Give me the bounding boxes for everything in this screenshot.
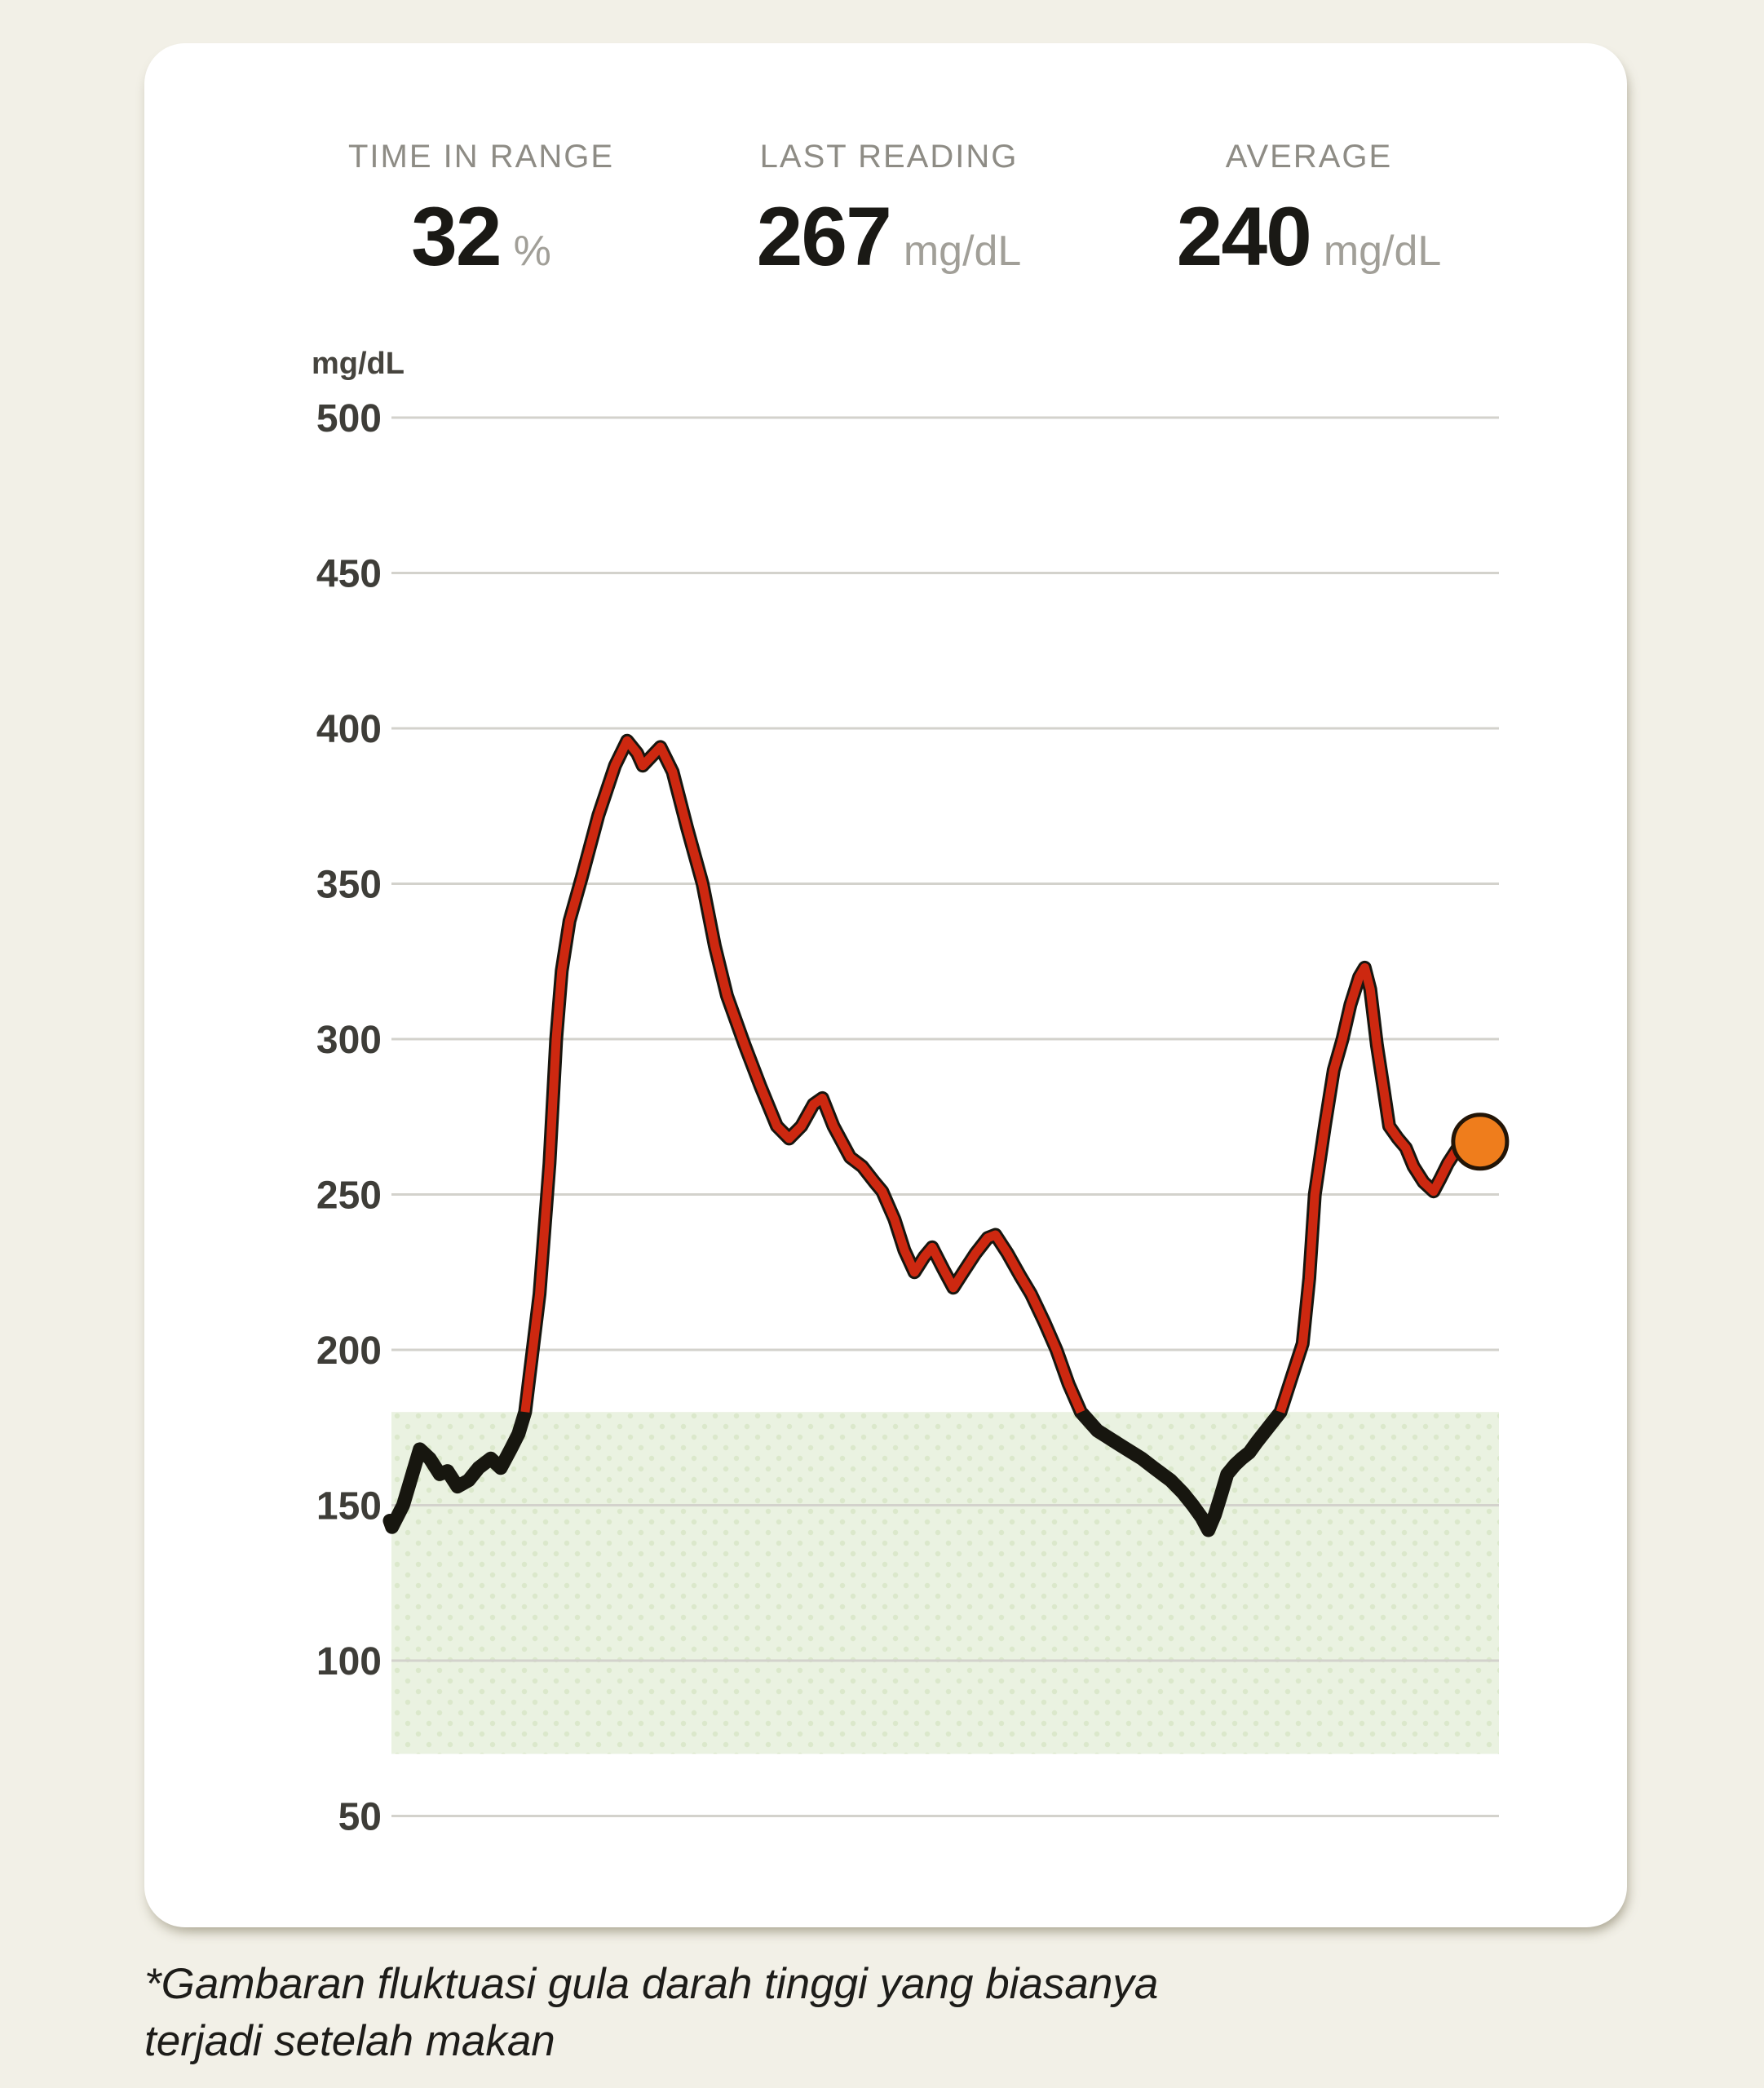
- stat-value: 32: [411, 190, 502, 283]
- stat-label: LAST READING: [759, 139, 1019, 175]
- stat-value: 267: [756, 190, 892, 283]
- footnote-line-2: terjadi setelah makan: [144, 2016, 555, 2065]
- glucose-summary-card: TIME IN RANGE 32 % LAST READING 267 mg/d…: [144, 43, 1627, 1927]
- stat-last-reading: LAST READING 267 mg/dL: [757, 139, 1022, 278]
- stat-value-row: 267 mg/dL: [757, 195, 1022, 278]
- stat-unit: mg/dL: [1323, 228, 1442, 275]
- stat-value-row: 32 %: [348, 195, 614, 278]
- footnote-line-1: *Gambaran fluktuasi gula darah tinggi ya…: [144, 1960, 1159, 2008]
- stat-value-row: 240 mg/dL: [1177, 195, 1442, 278]
- stat-time-in-range: TIME IN RANGE 32 %: [348, 139, 614, 278]
- stat-unit: mg/dL: [903, 228, 1022, 275]
- stat-label: AVERAGE: [1225, 139, 1393, 175]
- stat-value: 240: [1176, 190, 1312, 283]
- stat-average: AVERAGE 240 mg/dL: [1177, 139, 1442, 278]
- stat-unit: %: [513, 228, 551, 275]
- footnote: *Gambaran fluktuasi gula darah tinggi ya…: [144, 1956, 1368, 2070]
- stat-label: TIME IN RANGE: [347, 139, 615, 175]
